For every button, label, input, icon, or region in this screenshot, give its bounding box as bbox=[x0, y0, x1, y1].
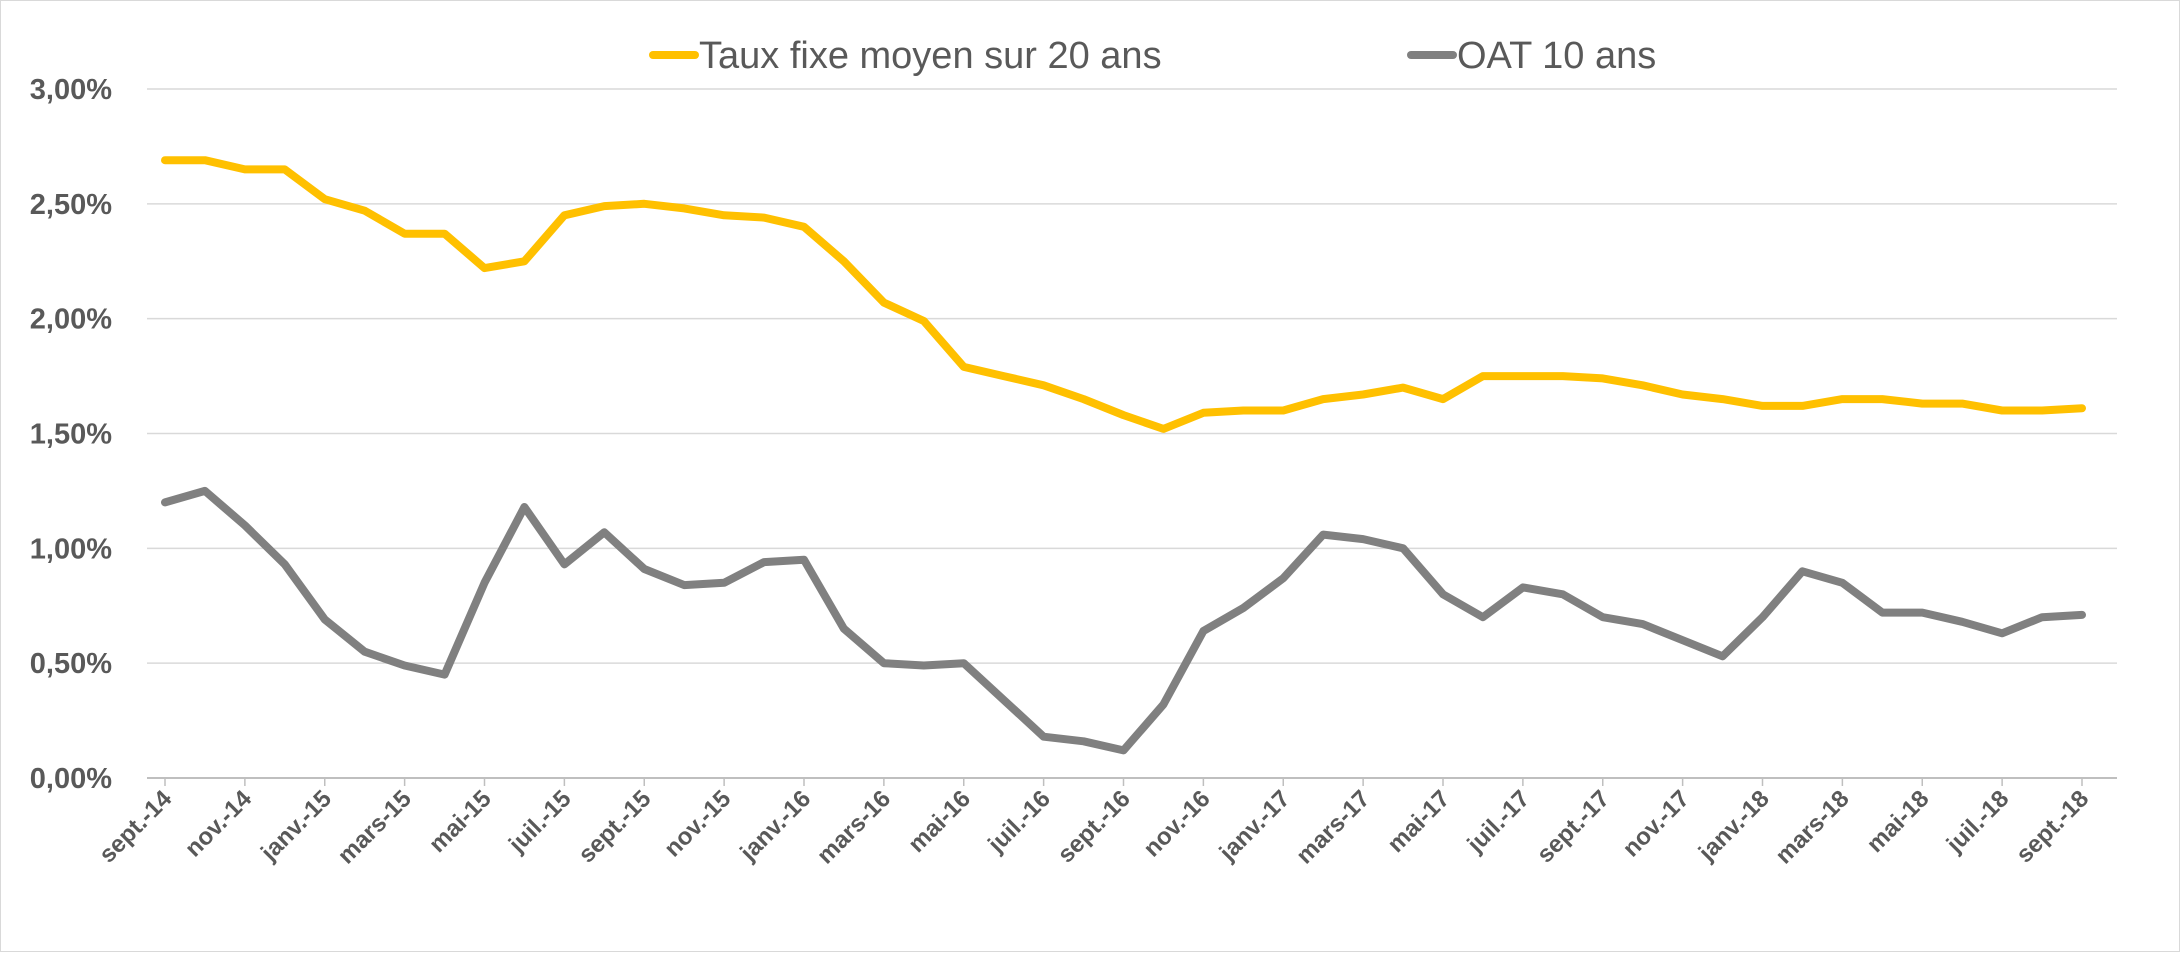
series-line-1 bbox=[165, 491, 2082, 751]
x-tick-label: mars-16 bbox=[812, 785, 896, 869]
x-tick-label: mai-18 bbox=[1862, 785, 1935, 858]
x-tick-label: janv.-18 bbox=[1693, 785, 1775, 867]
x-tick-label: janv.-17 bbox=[1214, 785, 1296, 867]
y-axis-ticks: 0,00% 0,50% 1,00% 1,50% 2,00% 2,50% 3,00% bbox=[30, 74, 112, 795]
x-tick-label: juil.-18 bbox=[1941, 785, 2015, 859]
x-tick-label: sept.-18 bbox=[2011, 785, 2094, 868]
series-line-0 bbox=[165, 160, 2082, 429]
y-tick-label: 0,00% bbox=[30, 763, 112, 795]
x-tick-label: sept.-14 bbox=[94, 785, 178, 869]
x-tick-label: juil.-16 bbox=[982, 785, 1056, 859]
y-tick-label: 1,50% bbox=[30, 419, 112, 451]
x-tick-label: nov.-14 bbox=[180, 785, 258, 863]
x-tick-label: nov.-15 bbox=[659, 785, 736, 862]
x-tick-label: sept.-17 bbox=[1532, 785, 1615, 868]
legend: Taux fixe moyen sur 20 ans OAT 10 ans bbox=[653, 35, 1656, 77]
x-tick-label: mars-17 bbox=[1291, 785, 1375, 869]
x-tick-label: mai-16 bbox=[903, 785, 976, 858]
x-tick-label: janv.-16 bbox=[734, 785, 816, 867]
x-tick-label: mars-18 bbox=[1770, 785, 1854, 869]
x-tick-label: nov.-17 bbox=[1618, 785, 1695, 862]
x-tick-label: mars-15 bbox=[333, 785, 417, 869]
x-tick-label: nov.-16 bbox=[1138, 785, 1215, 862]
legend-label: OAT 10 ans bbox=[1457, 35, 1656, 77]
x-tick-label: mai-15 bbox=[424, 785, 497, 858]
x-tick-label: janv.-15 bbox=[255, 785, 337, 867]
series-lines bbox=[165, 160, 2082, 750]
y-tick-label: 2,00% bbox=[30, 304, 112, 336]
y-tick-label: 3,00% bbox=[30, 74, 112, 106]
y-tick-label: 0,50% bbox=[30, 648, 112, 680]
y-tick-label: 2,50% bbox=[30, 189, 112, 221]
y-tick-label: 1,00% bbox=[30, 533, 112, 565]
x-tick-label: sept.-15 bbox=[573, 785, 656, 868]
x-tick-label: juil.-15 bbox=[503, 785, 577, 859]
x-tick-label: sept.-16 bbox=[1053, 785, 1136, 868]
legend-label: Taux fixe moyen sur 20 ans bbox=[699, 35, 1162, 77]
x-tick-label: juil.-17 bbox=[1462, 785, 1536, 859]
x-tick-label: mai-17 bbox=[1382, 785, 1455, 858]
